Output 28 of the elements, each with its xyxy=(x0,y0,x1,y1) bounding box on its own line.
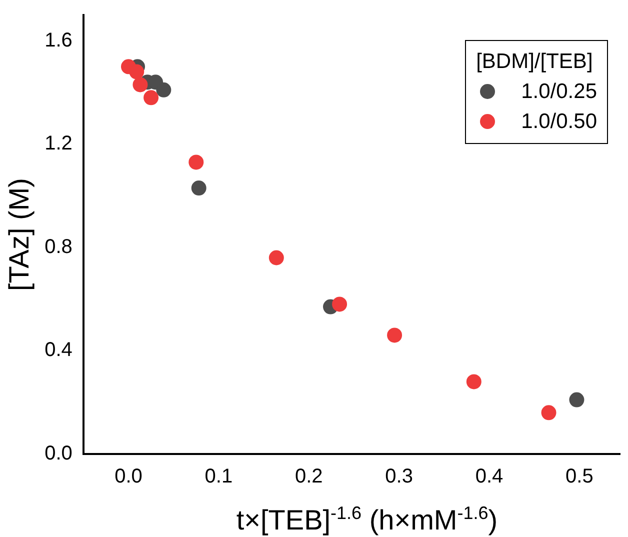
point xyxy=(466,374,482,390)
legend-label: 1.0/0.50 xyxy=(520,109,597,135)
x-axis-title: t×[TEB]$^{-1.6}$ (h×mM$^{-1.6}$) xyxy=(235,502,499,537)
x-tick-label: 0.2 xyxy=(294,466,323,488)
x-tick-label: 0.5 xyxy=(566,466,594,488)
y-tick-label: 1.6 xyxy=(44,29,72,52)
point xyxy=(144,90,159,106)
point xyxy=(541,405,556,420)
point xyxy=(156,82,172,98)
point xyxy=(569,392,584,408)
x-tick-label: 0.0 xyxy=(114,466,142,488)
y-tick-label: 0.4 xyxy=(44,339,72,362)
y-axis-title: [TAz] (M) xyxy=(4,178,35,292)
y-tick-label: 0.0 xyxy=(44,442,72,465)
y-tick-label: 0.8 xyxy=(44,236,72,258)
x-tick-label: 0.4 xyxy=(475,466,504,488)
point xyxy=(387,328,402,343)
legend-label: 1.0/0.25 xyxy=(520,79,597,105)
y-tick-label: 1.2 xyxy=(44,132,72,155)
x-tick-label: 0.3 xyxy=(385,466,413,488)
point xyxy=(188,154,204,170)
point xyxy=(132,77,148,92)
point xyxy=(191,180,206,196)
point xyxy=(129,64,144,80)
point xyxy=(268,250,284,266)
legend-title: [BDM]/[TEB] xyxy=(476,49,594,75)
point xyxy=(332,296,348,312)
x-tick-label: 0.1 xyxy=(204,466,233,488)
